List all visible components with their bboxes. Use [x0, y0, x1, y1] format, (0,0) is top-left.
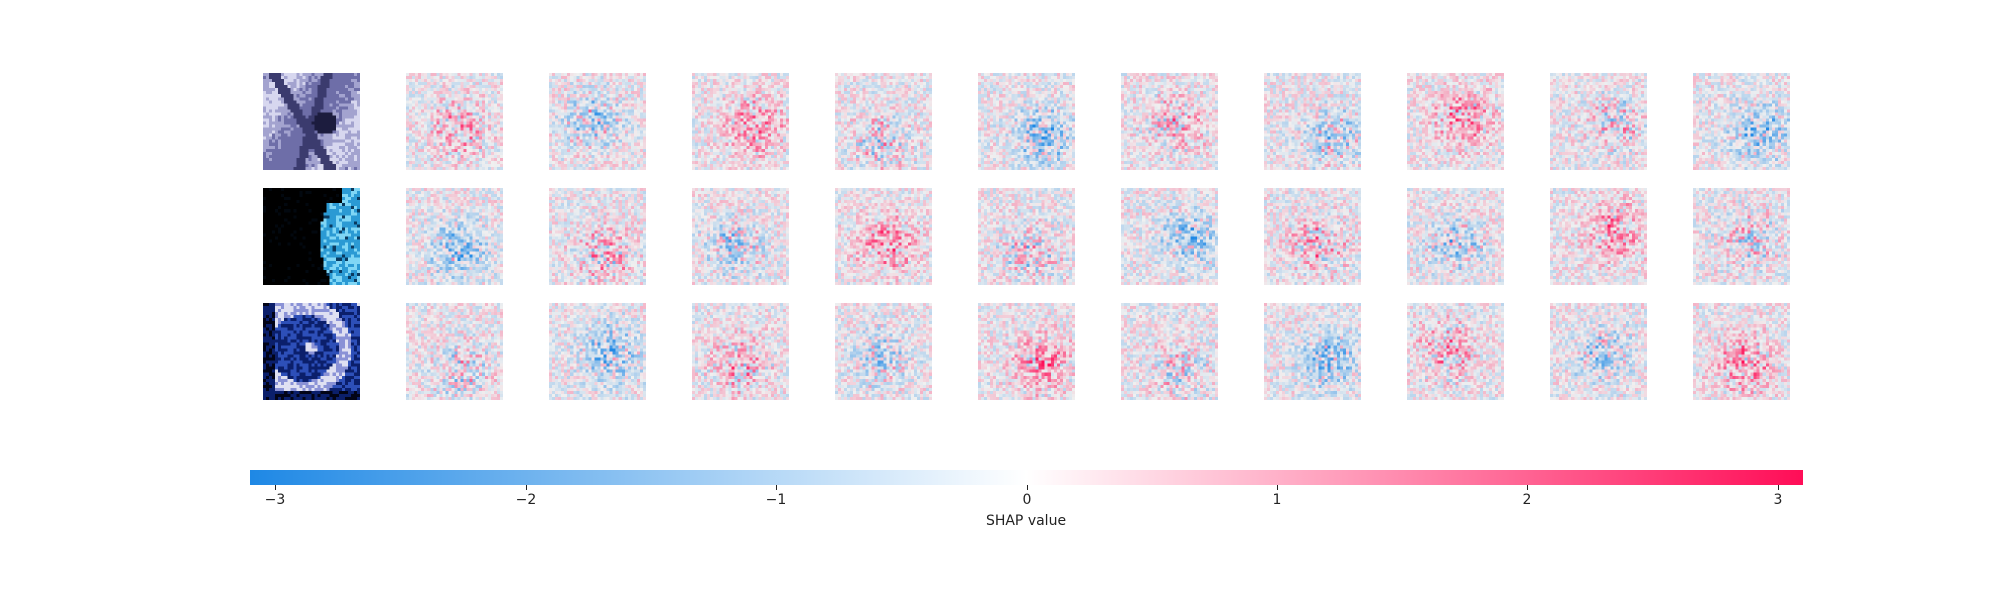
shap-colorbar [250, 470, 1803, 485]
shap-panel-row-0-class-1 [549, 73, 646, 170]
colorbar-tick-label: 1 [1273, 492, 1282, 508]
shap-panel-row-1-class-8 [1550, 188, 1647, 285]
shap-panel-row-2-class-1 [549, 303, 646, 400]
shap-panel-row-0-class-2 [692, 73, 789, 170]
shap-panel-row-2-class-4 [978, 303, 1075, 400]
shap-panel-row-1-class-5 [1121, 188, 1218, 285]
colorbar-tick [275, 485, 276, 490]
shap-panel-row-1-class-6 [1264, 188, 1361, 285]
shap-panel-row-1-class-1 [549, 188, 646, 285]
colorbar-tick-label: −3 [265, 492, 286, 508]
colorbar-tick [1527, 485, 1528, 490]
shap-panel-row-1-class-3 [835, 188, 932, 285]
shap-panel-row-2-class-9 [1693, 303, 1790, 400]
shap-panel-row-0-class-6 [1264, 73, 1361, 170]
shap-panel-row-0-class-8 [1550, 73, 1647, 170]
shap-panel-row-0-class-7 [1407, 73, 1504, 170]
colorbar-tick [1277, 485, 1278, 490]
shap-panel-row-1-class-4 [978, 188, 1075, 285]
colorbar-tick [776, 485, 777, 490]
colorbar-tick-label: −2 [516, 492, 537, 508]
colorbar-gradient [250, 470, 1803, 485]
shap-panel-row-2-class-3 [835, 303, 932, 400]
shap-panel-row-0-class-0 [406, 73, 503, 170]
colorbar-axis-label: SHAP value [986, 513, 1066, 529]
colorbar-tick [1778, 485, 1779, 490]
shap-panel-row-1-class-7 [1407, 188, 1504, 285]
input-image-row-2 [263, 303, 360, 400]
shap-panel-row-2-class-2 [692, 303, 789, 400]
colorbar-tick-label: 2 [1523, 492, 1532, 508]
shap-panel-row-2-class-5 [1121, 303, 1218, 400]
colorbar-tick-label: 3 [1774, 492, 1783, 508]
shap-panel-row-1-class-0 [406, 188, 503, 285]
shap-panel-row-0-class-9 [1693, 73, 1790, 170]
shap-panel-row-1-class-9 [1693, 188, 1790, 285]
shap-panel-row-2-class-7 [1407, 303, 1504, 400]
shap-panel-row-2-class-0 [406, 303, 503, 400]
colorbar-tick-label: 0 [1023, 492, 1032, 508]
input-image-row-1 [263, 188, 360, 285]
shap-panel-row-2-class-6 [1264, 303, 1361, 400]
colorbar-tick [1027, 485, 1028, 490]
input-image-row-0 [263, 73, 360, 170]
colorbar-tick-label: −1 [766, 492, 787, 508]
colorbar-tick [526, 485, 527, 490]
shap-panel-row-0-class-3 [835, 73, 932, 170]
shap-panel-row-1-class-2 [692, 188, 789, 285]
shap-panel-row-0-class-5 [1121, 73, 1218, 170]
shap-panel-row-2-class-8 [1550, 303, 1647, 400]
shap-panel-row-0-class-4 [978, 73, 1075, 170]
